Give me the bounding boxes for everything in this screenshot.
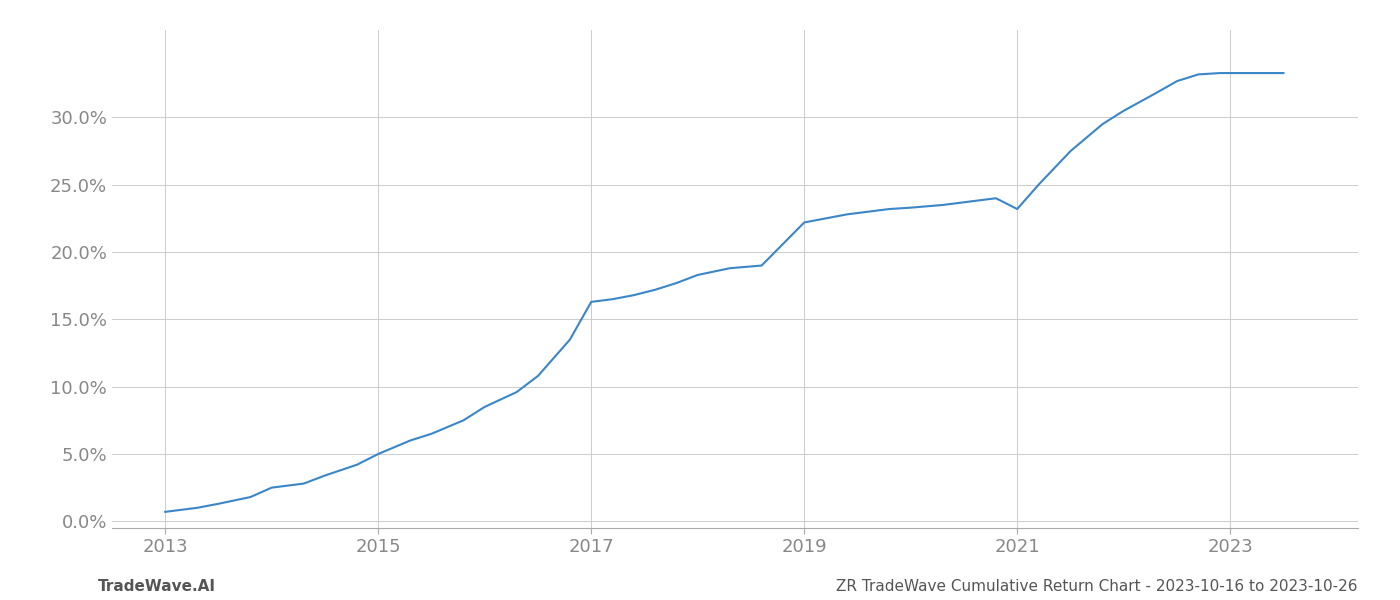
Text: TradeWave.AI: TradeWave.AI [98,579,216,594]
Text: ZR TradeWave Cumulative Return Chart - 2023-10-16 to 2023-10-26: ZR TradeWave Cumulative Return Chart - 2… [837,579,1358,594]
